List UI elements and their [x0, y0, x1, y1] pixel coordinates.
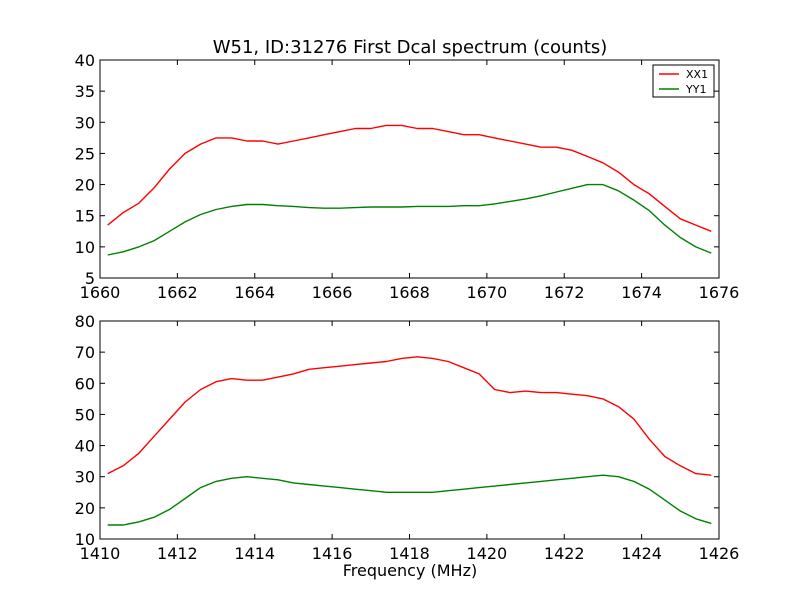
bottom-subplot: 1410 1412 1414 1416 1418 1420 1422 1424 1426 10 20… [75, 312, 740, 563]
series-line-yy1 [107, 474, 712, 526]
x-tick-label: 1414 [234, 544, 275, 563]
y-tick-label: 15 [75, 207, 95, 226]
y-tick-label: 50 [75, 405, 95, 424]
x-tick-label: 1410 [80, 544, 121, 563]
x-tick-label: 1676 [699, 283, 740, 302]
y-tick-label: 10 [75, 530, 95, 549]
x-tick-label: 1418 [389, 544, 430, 563]
y-tick-label: 35 [75, 82, 95, 101]
top-subplot: 1660 1662 1664 1666 1668 1670 1672 1674 1676 5 10 1… [75, 51, 740, 302]
legend-label-yy1: YY1 [685, 83, 706, 96]
x-tick-label: 1668 [389, 283, 430, 302]
chart-title: W51, ID:31276 First Dcal spectrum (count… [213, 37, 608, 58]
series-line-xx1 [107, 356, 712, 476]
x-tick-label: 1666 [312, 283, 353, 302]
y-tick-label: 70 [75, 343, 95, 362]
series-line-xx1 [107, 124, 712, 232]
y-tick-label: 20 [75, 499, 95, 518]
x-tick-label: 1662 [157, 283, 198, 302]
x-tick-label: 1670 [467, 283, 508, 302]
y-tick-label: 25 [75, 144, 95, 163]
x-tick-label: 1426 [699, 544, 740, 563]
x-tick-label: 1660 [80, 283, 121, 302]
legend-box [652, 64, 715, 98]
y-tick-label: 10 [75, 238, 95, 257]
x-axis-label: Frequency (MHz) [343, 561, 477, 580]
x-tick-label: 1422 [544, 544, 585, 563]
x-tick-label: 1672 [544, 283, 585, 302]
x-tick-label: 1420 [467, 544, 508, 563]
x-tick-label: 1664 [234, 283, 275, 302]
y-tick-label: 40 [75, 51, 95, 70]
y-tick-label: 30 [75, 113, 95, 132]
y-tick-label: 30 [75, 468, 95, 487]
legend-label-xx1: XX1 [686, 68, 708, 81]
y-tick-label: 80 [75, 312, 95, 331]
x-tick-label: 1674 [621, 283, 662, 302]
x-tick-label: 1412 [157, 544, 198, 563]
x-tick-label: 1424 [621, 544, 662, 563]
x-tick-label: 1416 [312, 544, 353, 563]
y-tick-label: 60 [75, 374, 95, 393]
series-line-yy1 [107, 183, 712, 256]
y-tick-label: 20 [75, 176, 95, 195]
y-tick-label: 40 [75, 437, 95, 456]
y-tick-label: 5 [85, 269, 95, 288]
